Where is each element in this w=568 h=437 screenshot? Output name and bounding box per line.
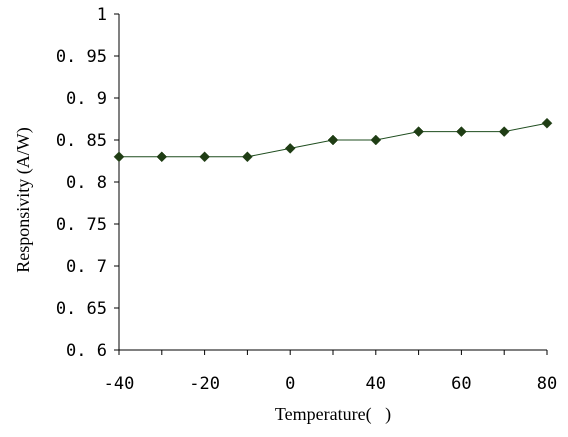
data-point-marker [327, 134, 339, 146]
plot-area: 0. 6 0. 65 0. 7 0. 75 0. 8 0. 85 0. 9 0. 95 1 -40… [56, 5, 557, 394]
data-point-marker [456, 126, 467, 137]
y-tick-label: 0. 8 [66, 173, 107, 193]
data-point-marker [156, 151, 168, 163]
y-tick-label: 0. 85 [56, 131, 107, 151]
y-tick-label: 0. 6 [66, 341, 107, 361]
y-tick-label: 0. 9 [66, 89, 107, 109]
x-axis-title: Temperature( ) [275, 404, 391, 425]
data-point-marker [498, 126, 510, 137]
x-tick-label: -40 [104, 374, 135, 394]
y-tick-label: 0. 65 [56, 299, 107, 319]
data-point-marker [541, 117, 553, 129]
data-point-marker [113, 151, 125, 163]
x-tick-label: -20 [189, 374, 220, 394]
x-tick-label: 80 [537, 374, 557, 394]
data-point-marker [284, 143, 296, 154]
y-tick-label: 0. 95 [56, 47, 107, 67]
y-tick-label: 1 [97, 5, 107, 25]
x-tick-label: 40 [366, 374, 386, 394]
x-tick-label: 0 [285, 374, 295, 394]
data-point-marker [413, 126, 424, 137]
data-point-marker [199, 151, 210, 163]
y-axis-title: Responsivity (A/W) [13, 127, 34, 273]
y-tick-label: 0. 7 [66, 257, 107, 277]
y-tick-label: 0. 75 [56, 215, 107, 235]
data-point-marker [370, 134, 382, 146]
data-point-marker [242, 151, 253, 163]
x-tick-label: 60 [451, 374, 471, 394]
